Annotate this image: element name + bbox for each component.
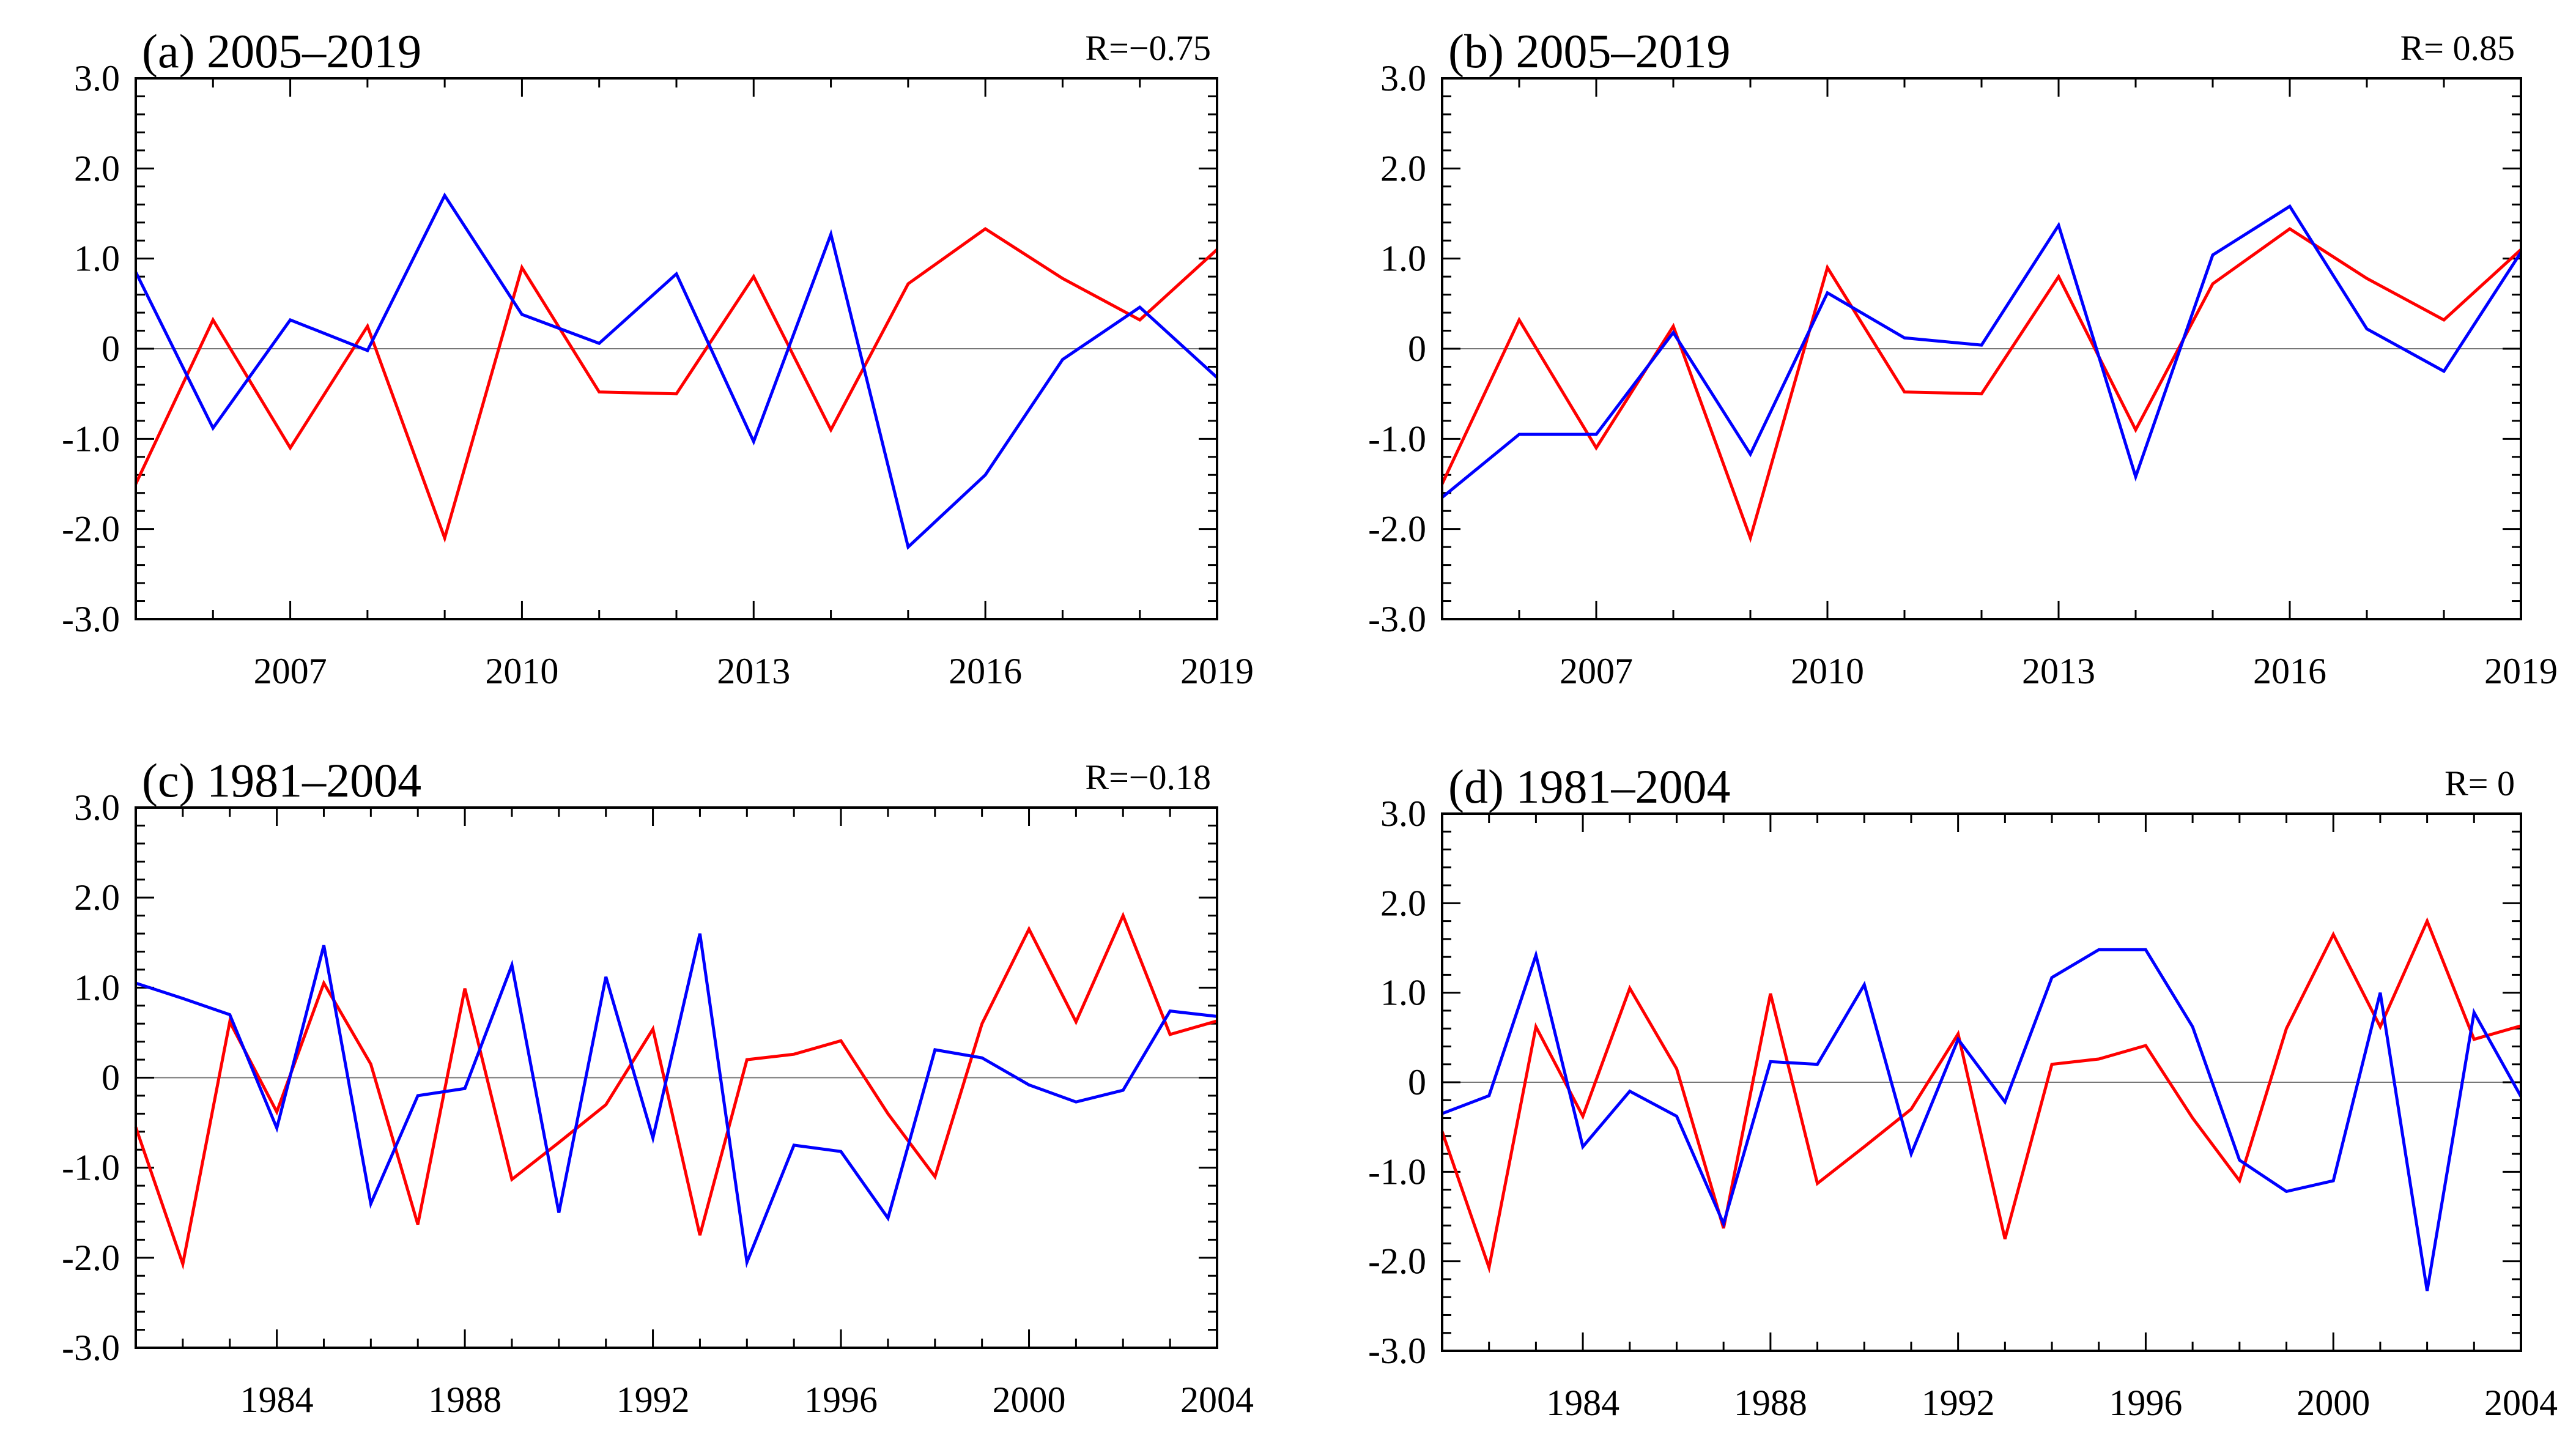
panel-d-xtick-label: 2004 [2484,1383,2558,1423]
panel-d-ytick-label: -2.0 [1368,1241,1426,1282]
panel-c-xtick-label: 1988 [428,1380,502,1420]
panel-a-ytick-label: 2.0 [74,148,120,188]
panel-b: 3.0 2.0 1.0 0 -1.0 -2.0 -3.0 2007 2010 2013 2016 20… [1368,24,2558,691]
panel-a-title: (a) 2005–2019 [142,24,421,78]
panel-b-xtick-label: 2010 [1791,651,1864,691]
panel-c-xtick-label: 2000 [993,1380,1066,1420]
panel-a-r-value: R=−0.75 [1085,28,1211,68]
panel-c-frame [135,806,1218,1349]
panel-d-title: (d) 1981–2004 [1448,760,1730,813]
panel-a-series-blue [134,192,1218,550]
panel-c-xtick-label: 1984 [240,1380,314,1420]
panel-b-xtick-label: 2019 [2484,651,2558,691]
panel-d-ytick-label: 3.0 [1380,793,1426,834]
panel-b-xtick-label: 2007 [1560,651,1633,691]
panel-b-ytick-label: 0 [1408,329,1426,369]
panel-a-xtick-label: 2013 [717,651,790,691]
panel-d-series-blue [1442,948,2523,1291]
panel-d-ytick-label: 0 [1408,1062,1426,1102]
panel-c-series-red [134,912,1218,1270]
panel-a-ytick-label: -1.0 [62,418,120,459]
panel-d-xtick-label: 2000 [2297,1383,2370,1423]
panel-b-title: (b) 2005–2019 [1448,24,1730,78]
panel-a-xtick-label: 2010 [485,651,558,691]
panel-d-ytick-label: 1.0 [1380,973,1426,1013]
panel-c-series-blue [135,933,1218,1268]
panel-c-xtick-label: 1992 [616,1380,690,1420]
panel-a-xtick-label: 2007 [254,651,327,691]
panel-b-frame [1441,77,2522,620]
panel-c-ytick-label: -3.0 [62,1328,120,1368]
panel-d-ytick-label: -3.0 [1368,1331,1426,1371]
panel-a-ytick-label: 3.0 [74,58,120,98]
panel-d-ytick-label: -1.0 [1368,1151,1426,1192]
panel-c-ytick-label: 1.0 [74,967,120,1008]
panel-b-ytick-label: -3.0 [1368,599,1426,639]
panel-c-ytick-label: -2.0 [62,1238,120,1278]
panel-d-ytick-label: 2.0 [1380,883,1426,923]
panel-d-xtick-label: 1992 [1922,1383,1995,1423]
panel-d-r-value: R= 0 [2445,764,2515,803]
panel-b-series-red [1440,226,2522,543]
panels: 3.0 2.0 1.0 0 -1.0 -2.0 -3.0 2007 2010 2013 2016 20… [62,24,2558,1423]
panel-b-r-value: R= 0.85 [2400,28,2515,68]
panel-c-ytick-label: 0 [102,1058,120,1098]
panel-b-xtick-label: 2016 [2253,651,2326,691]
panel-c-r-value: R=−0.18 [1085,757,1211,797]
panel-a-ytick-label: 0 [102,329,120,369]
panel-a-frame [135,77,1218,620]
panel-c-xtick-label: 2004 [1180,1380,1254,1420]
panel-c-ytick-label: -1.0 [62,1148,120,1188]
panel-a-series-red [134,226,1218,543]
panel-a-xtick-label: 2016 [949,651,1022,691]
panel-b-ytick-label: -2.0 [1368,509,1426,549]
panel-c: 3.0 2.0 1.0 0 -1.0 -2.0 -3.0 1984 1988 1992 1996 20… [62,754,1254,1420]
panel-d-xtick-label: 1996 [2109,1383,2182,1423]
panel-d-xtick-label: 1988 [1734,1383,1807,1423]
panel-c-ytick-label: 2.0 [74,877,120,918]
panel-b-ytick-label: 1.0 [1380,239,1426,279]
panel-b-ytick-label: 2.0 [1380,148,1426,188]
panel-d-frame [1441,812,2522,1352]
panel-a: 3.0 2.0 1.0 0 -1.0 -2.0 -3.0 2007 2010 2013 2016 20… [62,24,1254,691]
panel-b-series-blue [1441,204,2523,499]
panel-d: 3.0 2.0 1.0 0 -1.0 -2.0 -3.0 1984 1988 1992 1996 20… [1368,760,2558,1423]
panel-a-ytick-label: -3.0 [62,599,120,639]
panel-c-xtick-label: 1996 [804,1380,878,1420]
panel-c-ytick-label: 3.0 [74,787,120,828]
panel-c-title: (c) 1981–2004 [142,754,421,807]
panel-a-ytick-label: -2.0 [62,509,120,549]
panel-d-xtick-label: 1984 [1546,1383,1619,1423]
panel-b-xtick-label: 2013 [2022,651,2095,691]
panel-d-series-red [1440,917,2522,1274]
panel-a-ytick-label: 1.0 [74,239,120,279]
panel-b-ytick-label: -1.0 [1368,418,1426,459]
panel-a-xtick-label: 2019 [1180,651,1254,691]
panel-b-ytick-label: 3.0 [1380,58,1426,98]
